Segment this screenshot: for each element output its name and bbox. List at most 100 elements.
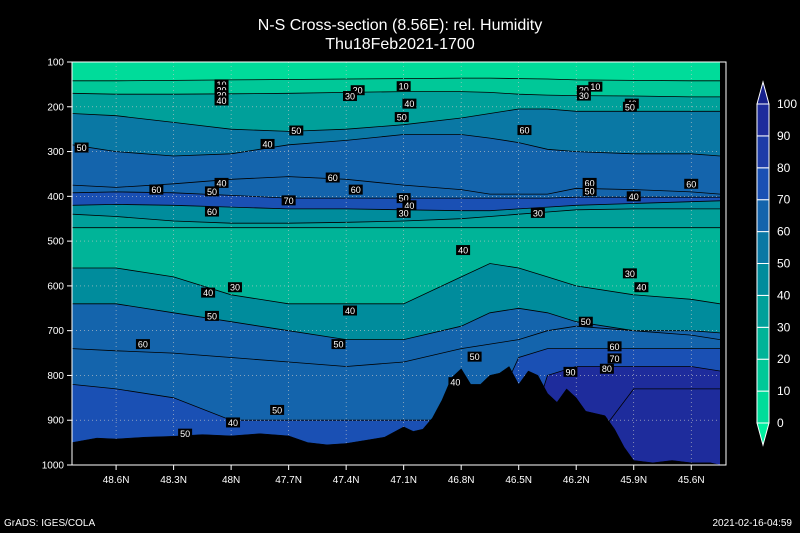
y-tick-label-6: 700 (47, 326, 64, 337)
contour-label-bg-34 (622, 268, 637, 279)
contour-label-bg-0 (396, 81, 411, 92)
contour-label-28: 50 (399, 194, 409, 204)
contour-line-5 (72, 176, 720, 195)
contour-label-35: 40 (636, 283, 646, 293)
grid-lines (72, 62, 720, 465)
chart-title: N-S Cross-section (8.56E): rel. Humidity (257, 17, 543, 34)
x-tick-label-0: 48.6N (103, 475, 130, 486)
contour-label-26: 40 (629, 192, 639, 202)
contour-label-bg-45 (607, 353, 622, 364)
contour-label-48: 40 (450, 378, 460, 388)
contour-label-40: 50 (581, 317, 591, 327)
colorbar-segment-5 (756, 231, 770, 265)
x-tick-label-2: 48N (222, 475, 240, 486)
colorbar-label-3: 30 (777, 320, 791, 334)
contour-label-51: 50 (180, 429, 190, 439)
colorbar-top-arrow (756, 80, 770, 105)
colorbar-segment-2 (756, 326, 770, 360)
contour-label-1: 10 (590, 82, 600, 92)
contour-label-bg-22 (348, 184, 363, 195)
contour-label-bg-17 (517, 125, 532, 136)
contour-label-bg-47 (599, 363, 614, 374)
contour-label-45: 70 (610, 354, 620, 364)
contour-label-bg-14 (74, 142, 89, 153)
y-tick-label-4: 500 (47, 237, 64, 248)
contour-label-30: 30 (399, 208, 409, 218)
contour-label-bg-41 (135, 339, 150, 350)
x-tick-label-10: 45.6N (678, 475, 705, 486)
contour-label-47: 80 (602, 364, 612, 374)
contour-label-13: 50 (397, 113, 407, 123)
contour-label-bg-51 (178, 428, 193, 439)
contour-label-bg-43 (607, 341, 622, 352)
contour-label-bg-5 (214, 95, 229, 106)
contour-label-49: 50 (272, 405, 282, 415)
plot-frame (71, 61, 727, 466)
colorbar: 0 10 20 30 40 50 60 70 80 90 100 (756, 80, 797, 447)
colorbar-segment-4 (756, 263, 770, 296)
contour-label-bg-31 (204, 206, 219, 217)
humidity-band-15 (72, 388, 720, 465)
contour-label-bg-33 (456, 245, 471, 256)
contour-label-6: 20 (353, 86, 363, 96)
contour-label-36: 40 (203, 288, 213, 298)
x-tick-label-8: 46.2N (563, 475, 590, 486)
colorbar-segment-0 (756, 390, 770, 424)
contour-label-bg-4 (214, 90, 229, 101)
contour-label-bg-29 (402, 200, 417, 211)
contour-label-44: 50 (470, 352, 480, 362)
contour-label-bg-2 (214, 79, 229, 90)
contour-label-46: 90 (565, 367, 575, 377)
chart-subtitle: Thu18Feb2021-1700 (325, 36, 475, 53)
contour-label-bg-49 (270, 404, 285, 415)
contour-label-bg-23 (582, 177, 597, 188)
contour-label-bg-40 (578, 316, 593, 327)
contour-label-bg-9 (576, 90, 591, 101)
contour-label-bg-37 (227, 282, 242, 293)
contour-label-34: 30 (625, 269, 635, 279)
y-axis: 100 200 300 400 500 600 700 800 900 1000 (42, 58, 72, 472)
contour-labels: 1010102030402030203040504050504050606060… (74, 79, 699, 439)
contour-label-11: 50 (625, 102, 635, 112)
colorbar-label-9: 90 (777, 129, 791, 143)
contour-label-38: 50 (207, 311, 217, 321)
y-tick-label-1: 200 (47, 102, 64, 113)
colorbar-segment-1 (756, 358, 770, 392)
contour-label-33: 40 (458, 246, 468, 256)
contour-label-32: 30 (533, 208, 543, 218)
contour-label-14: 50 (77, 143, 87, 153)
contour-label-42: 50 (333, 340, 343, 350)
x-tick-label-6: 46.8N (448, 475, 475, 486)
contour-label-bg-3 (214, 84, 229, 95)
contour-label-bg-8 (576, 85, 591, 96)
colorbar-segment-3 (756, 294, 770, 328)
colorbar-bottom-arrow (756, 422, 770, 447)
contour-label-29: 40 (404, 201, 414, 211)
x-tick-label-5: 47.1N (390, 475, 417, 486)
colorbar-label-2: 20 (777, 352, 791, 366)
contour-label-bg-48 (448, 377, 463, 388)
contour-label-9: 30 (579, 91, 589, 101)
footer-credit: GrADS: IGES/COLA (4, 518, 96, 529)
y-tick-label-3: 400 (47, 192, 64, 203)
contour-label-bg-38 (204, 310, 219, 321)
contour-label-5: 40 (217, 96, 227, 106)
terrain-silhouette (72, 366, 720, 465)
contour-line-15 (72, 388, 720, 465)
contour-label-bg-46 (563, 366, 578, 377)
colorbar-label-0: 0 (777, 416, 784, 430)
footer-timestamp: 2021-02-16-04:59 (712, 518, 792, 529)
contour-label-bg-16 (289, 125, 304, 136)
x-tick-label-4: 47.4N (333, 475, 360, 486)
contour-label-bg-36 (201, 287, 216, 298)
colorbar-segment-6 (756, 199, 770, 233)
x-tick-label-1: 48.3N (160, 475, 187, 486)
contour-label-bg-39 (342, 305, 357, 316)
terrain-shape (72, 366, 720, 465)
contour-label-16: 50 (291, 126, 301, 136)
contour-label-bg-15 (260, 138, 275, 149)
contour-label-7: 30 (345, 92, 355, 102)
contour-label-bg-18 (325, 172, 340, 183)
contour-label-22: 60 (351, 185, 361, 195)
